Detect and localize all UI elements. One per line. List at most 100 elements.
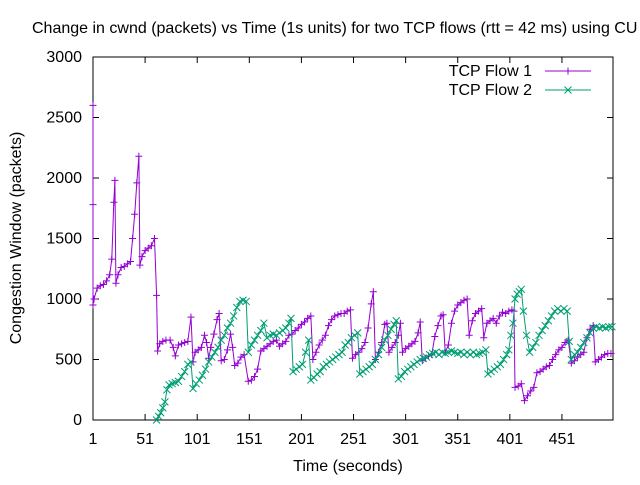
data-point-1	[294, 324, 302, 332]
data-point-2	[195, 376, 204, 384]
data-point-2	[207, 353, 216, 361]
data-point-2	[583, 333, 591, 342]
data-point-1	[133, 179, 141, 187]
data-point-2	[281, 324, 290, 332]
data-point-2	[528, 343, 537, 352]
data-point-1	[220, 356, 228, 363]
data-point-1	[492, 319, 500, 327]
y-tick-label: 0	[73, 412, 82, 429]
data-point-2	[287, 314, 295, 323]
data-point-2	[511, 295, 519, 303]
data-point-2	[223, 324, 232, 332]
data-point-2	[217, 336, 226, 344]
data-point-2	[544, 316, 553, 325]
legend-item-1: TCP Flow 1	[449, 63, 591, 80]
data-point-1	[478, 305, 486, 313]
data-point-1	[282, 337, 290, 345]
data-point-1	[346, 306, 354, 314]
data-point-2	[509, 319, 517, 328]
data-point-1	[213, 316, 221, 324]
data-point-2	[371, 355, 380, 364]
data-point-2	[368, 360, 377, 369]
data-point-1	[150, 235, 158, 242]
data-point-1	[99, 280, 107, 288]
data-point-1	[112, 279, 120, 287]
data-point-1	[495, 312, 503, 320]
data-point-1	[217, 357, 225, 365]
data-point-1	[383, 319, 391, 327]
data-point-2	[374, 350, 383, 359]
data-point-2	[392, 316, 401, 325]
data-point-1	[244, 377, 252, 385]
data-point-1	[364, 324, 372, 332]
data-point-1	[315, 341, 323, 349]
data-point-2	[344, 338, 353, 347]
data-point-1	[108, 255, 116, 263]
data-point-2	[502, 350, 511, 359]
data-point-1	[361, 339, 369, 347]
data-point-1	[89, 301, 97, 309]
data-point-2	[154, 412, 163, 421]
data-point-2	[298, 360, 307, 369]
data-point-1	[110, 198, 118, 206]
data-point-2	[604, 322, 613, 331]
data-point-1	[127, 257, 135, 265]
data-point-1	[607, 349, 615, 357]
legend: TCP Flow 1 TCP Flow 2	[449, 63, 591, 99]
data-point-2	[380, 336, 389, 344]
data-point-1	[468, 317, 476, 325]
data-point-1	[545, 362, 553, 370]
data-point-1	[178, 340, 186, 348]
data-point-2	[496, 360, 505, 369]
data-point-1	[138, 253, 146, 261]
data-point-1	[154, 347, 162, 355]
data-point-1	[325, 322, 333, 330]
data-point-1	[530, 383, 538, 391]
data-point-1	[117, 264, 125, 272]
legend-label: TCP Flow 1	[449, 63, 532, 80]
data-point-1	[181, 339, 189, 347]
x-tick-label: 451	[549, 431, 576, 448]
data-point-2	[247, 341, 256, 349]
x-axis: 1 51 101 151 201 251 301 351 401 451	[89, 57, 576, 448]
x-tick-label: 1	[89, 431, 98, 448]
data-point-1	[174, 341, 182, 349]
data-point-2	[316, 367, 325, 376]
data-point-2	[519, 307, 528, 315]
x-tick-label: 51	[136, 431, 154, 448]
y-axis: 0 500 1000 1500 2000 2500 3000	[46, 49, 613, 429]
data-point-2	[532, 338, 540, 347]
data-point-2	[377, 343, 386, 352]
x-tick-label: 251	[340, 431, 367, 448]
x-tick-label: 151	[236, 431, 263, 448]
data-point-1	[511, 383, 519, 391]
data-point-2	[232, 303, 241, 312]
data-point-2	[189, 384, 197, 393]
chart-title: Change in cwnd (packets) vs Time (1s uni…	[32, 20, 637, 37]
data-point-1	[499, 308, 507, 316]
data-point-1	[549, 356, 557, 363]
data-point-1	[520, 397, 528, 405]
y-tick-label: 2000	[46, 170, 82, 187]
data-point-2	[229, 312, 238, 320]
data-point-2	[535, 331, 543, 340]
data-point-1	[463, 295, 471, 303]
series-2	[152, 285, 616, 424]
data-point-2	[180, 367, 189, 376]
x-axis-title: Time (seconds)	[293, 458, 403, 475]
data-point-1	[96, 282, 104, 290]
data-point-1	[103, 277, 111, 285]
data-point-2	[226, 319, 235, 328]
data-point-2	[338, 348, 346, 357]
data-point-1	[309, 356, 317, 363]
data-point-1	[90, 295, 98, 303]
data-point-1	[234, 359, 242, 367]
data-point-2	[522, 331, 531, 340]
data-point-1	[89, 201, 97, 209]
data-point-2	[353, 329, 362, 337]
y-tick-label: 3000	[46, 49, 82, 66]
data-point-1	[391, 339, 399, 347]
data-point-1	[398, 348, 406, 356]
y-axis-title: Congestion Window (packets)	[8, 132, 25, 345]
